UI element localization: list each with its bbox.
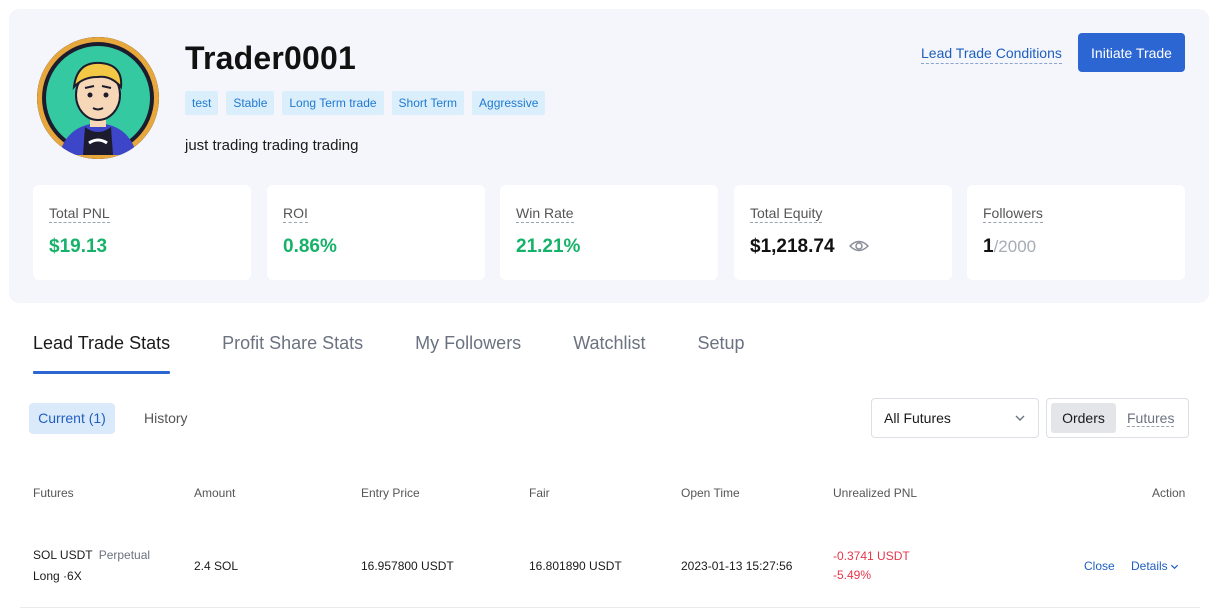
history-filter-button[interactable]: History <box>144 410 188 426</box>
futures-toggle[interactable]: Futures <box>1127 410 1175 427</box>
stat-value: 21.21% <box>516 236 581 257</box>
details-button[interactable]: Details <box>1131 559 1179 573</box>
chevron-down-icon <box>1170 565 1178 570</box>
position-open-time: 2023-01-13 15:27:56 <box>681 559 793 573</box>
column-header-entry-price: Entry Price <box>361 486 420 500</box>
position-amount: 2.4 SOL <box>194 559 239 573</box>
tab-lead-trade-stats[interactable]: Lead Trade Stats <box>33 333 171 374</box>
tag: Short Term <box>391 91 465 115</box>
row-divider <box>20 607 1200 608</box>
details-label: Details <box>1131 559 1168 573</box>
stat-label[interactable]: Total Equity <box>750 205 823 223</box>
tab-watchlist[interactable]: Watchlist <box>573 333 646 353</box>
orders-toggle[interactable]: Orders <box>1051 403 1116 433</box>
initiate-trade-button[interactable]: Initiate Trade <box>1078 33 1185 72</box>
chevron-down-icon <box>1015 415 1025 421</box>
position-entry-price: 16.957800 USDT <box>361 559 454 573</box>
position-side-leverage: Long ·6X <box>33 569 82 583</box>
column-header-open-time: Open Time <box>681 486 740 500</box>
column-header-unrealized-pnl: Unrealized PNL <box>833 486 918 500</box>
position-fair-price: 16.801890 USDT <box>529 559 622 573</box>
tag: Long Term trade <box>282 91 384 115</box>
tab-setup[interactable]: Setup <box>697 333 745 353</box>
followers-current: 1 <box>983 236 994 257</box>
tab-my-followers[interactable]: My Followers <box>415 333 522 353</box>
trader-profile-card: Trader0001 test Stable Long Term trade S… <box>9 9 1209 303</box>
close-position-button[interactable]: Close <box>1084 559 1115 573</box>
stat-card-total-pnl: Total PNL $19.13 <box>33 185 251 280</box>
trader-name: Trader0001 <box>185 40 357 76</box>
unrealized-pnl-percent: -5.49% <box>833 568 872 582</box>
trader-bio: just trading trading trading <box>185 137 359 154</box>
contract-type: Perpetual <box>98 548 151 562</box>
futures-select[interactable]: All Futures <box>871 398 1039 438</box>
position-symbol-cell: SOL USDT Perpetual <box>33 548 150 562</box>
tag: test <box>185 91 219 115</box>
column-header-fair: Fair <box>529 486 550 500</box>
stat-value: $1,218.74 <box>750 236 835 257</box>
stat-value: 0.86% <box>283 236 337 257</box>
column-header-amount: Amount <box>194 486 236 500</box>
followers-max: /2000 <box>993 237 1037 256</box>
current-filter-button[interactable]: Current (1) <box>29 403 115 434</box>
column-header-futures: Futures <box>33 486 74 500</box>
tag: Aggressive <box>472 91 546 115</box>
stats-tabs: Lead Trade Stats Profit Share Stats My F… <box>33 333 797 374</box>
tag: Stable <box>226 91 275 115</box>
followers-value: 1/2000 <box>983 236 1036 258</box>
trader-avatar <box>37 37 159 159</box>
column-header-action: Action <box>1152 486 1186 500</box>
stat-label[interactable]: Followers <box>983 205 1043 223</box>
stat-value: $19.13 <box>49 236 108 257</box>
stat-label[interactable]: Win Rate <box>516 205 574 223</box>
tab-profit-share-stats[interactable]: Profit Share Stats <box>222 333 364 353</box>
view-toggle: Orders Futures <box>1046 398 1189 438</box>
avatar-illustration <box>37 37 159 159</box>
stat-card-total-equity: Total Equity $1,218.74 <box>734 185 952 280</box>
position-symbol: SOL USDT <box>33 548 93 562</box>
stat-card-win-rate: Win Rate 21.21% <box>500 185 718 280</box>
stat-card-roi: ROI 0.86% <box>267 185 485 280</box>
lead-trade-conditions-link[interactable]: Lead Trade Conditions <box>921 45 1062 64</box>
stat-card-followers: Followers 1/2000 <box>967 185 1185 280</box>
futures-select-value: All Futures <box>884 410 951 426</box>
unrealized-pnl-amount: -0.3741 USDT <box>833 549 910 563</box>
stat-label[interactable]: Total PNL <box>49 205 110 223</box>
eye-icon[interactable] <box>849 238 869 254</box>
trader-tags: test Stable Long Term trade Short Term A… <box>185 91 546 115</box>
stat-label[interactable]: ROI <box>283 205 308 223</box>
